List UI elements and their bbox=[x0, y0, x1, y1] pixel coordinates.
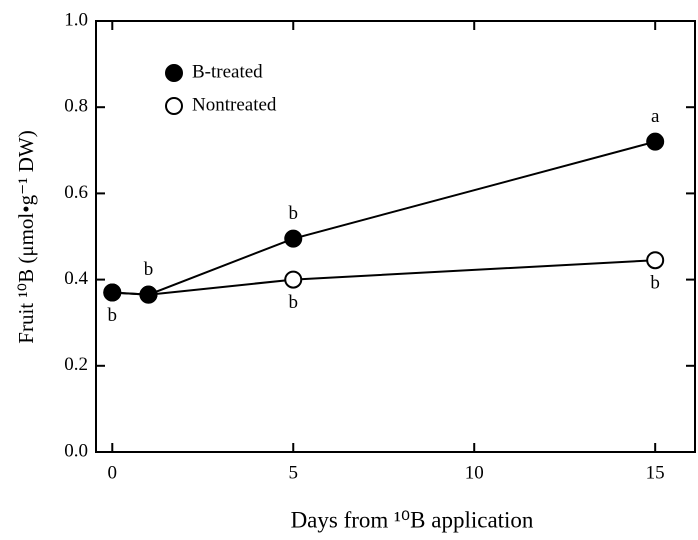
x-tick-label: 10 bbox=[465, 462, 484, 483]
y-tick-label: 0.8 bbox=[64, 96, 88, 117]
x-tick-label: 5 bbox=[289, 462, 299, 483]
plot-frame bbox=[95, 20, 696, 453]
x-tick-label: 15 bbox=[646, 462, 665, 483]
significance-letter: b bbox=[108, 305, 118, 326]
x-axis-label: Days from ¹⁰B application bbox=[291, 507, 534, 532]
y-tick-label: 0.0 bbox=[64, 440, 88, 461]
y-axis-label: Fruit ¹⁰B (μmol•g⁻¹ DW) bbox=[14, 130, 38, 343]
x-tick-label: 0 bbox=[108, 462, 118, 483]
y-tick-label: 1.0 bbox=[64, 9, 88, 30]
data-point bbox=[646, 251, 665, 270]
legend-label: B-treated bbox=[192, 61, 263, 82]
y-tick-label: 0.6 bbox=[64, 182, 88, 203]
significance-letter: a bbox=[651, 106, 660, 127]
significance-letter: b bbox=[144, 259, 154, 280]
data-point bbox=[284, 270, 303, 289]
significance-letter: b bbox=[289, 292, 299, 313]
legend-marker bbox=[165, 64, 183, 82]
legend-label: Nontreated bbox=[192, 94, 277, 115]
series-line bbox=[112, 259, 656, 296]
data-point bbox=[284, 229, 303, 248]
data-point bbox=[646, 132, 665, 151]
y-tick-label: 0.2 bbox=[64, 354, 88, 375]
significance-letter: b bbox=[650, 273, 660, 294]
data-point bbox=[139, 285, 158, 304]
legend-marker bbox=[165, 97, 183, 115]
y-tick-label: 0.4 bbox=[64, 268, 88, 289]
data-point bbox=[103, 283, 122, 302]
significance-letter: b bbox=[289, 203, 299, 224]
series-line bbox=[112, 140, 656, 296]
